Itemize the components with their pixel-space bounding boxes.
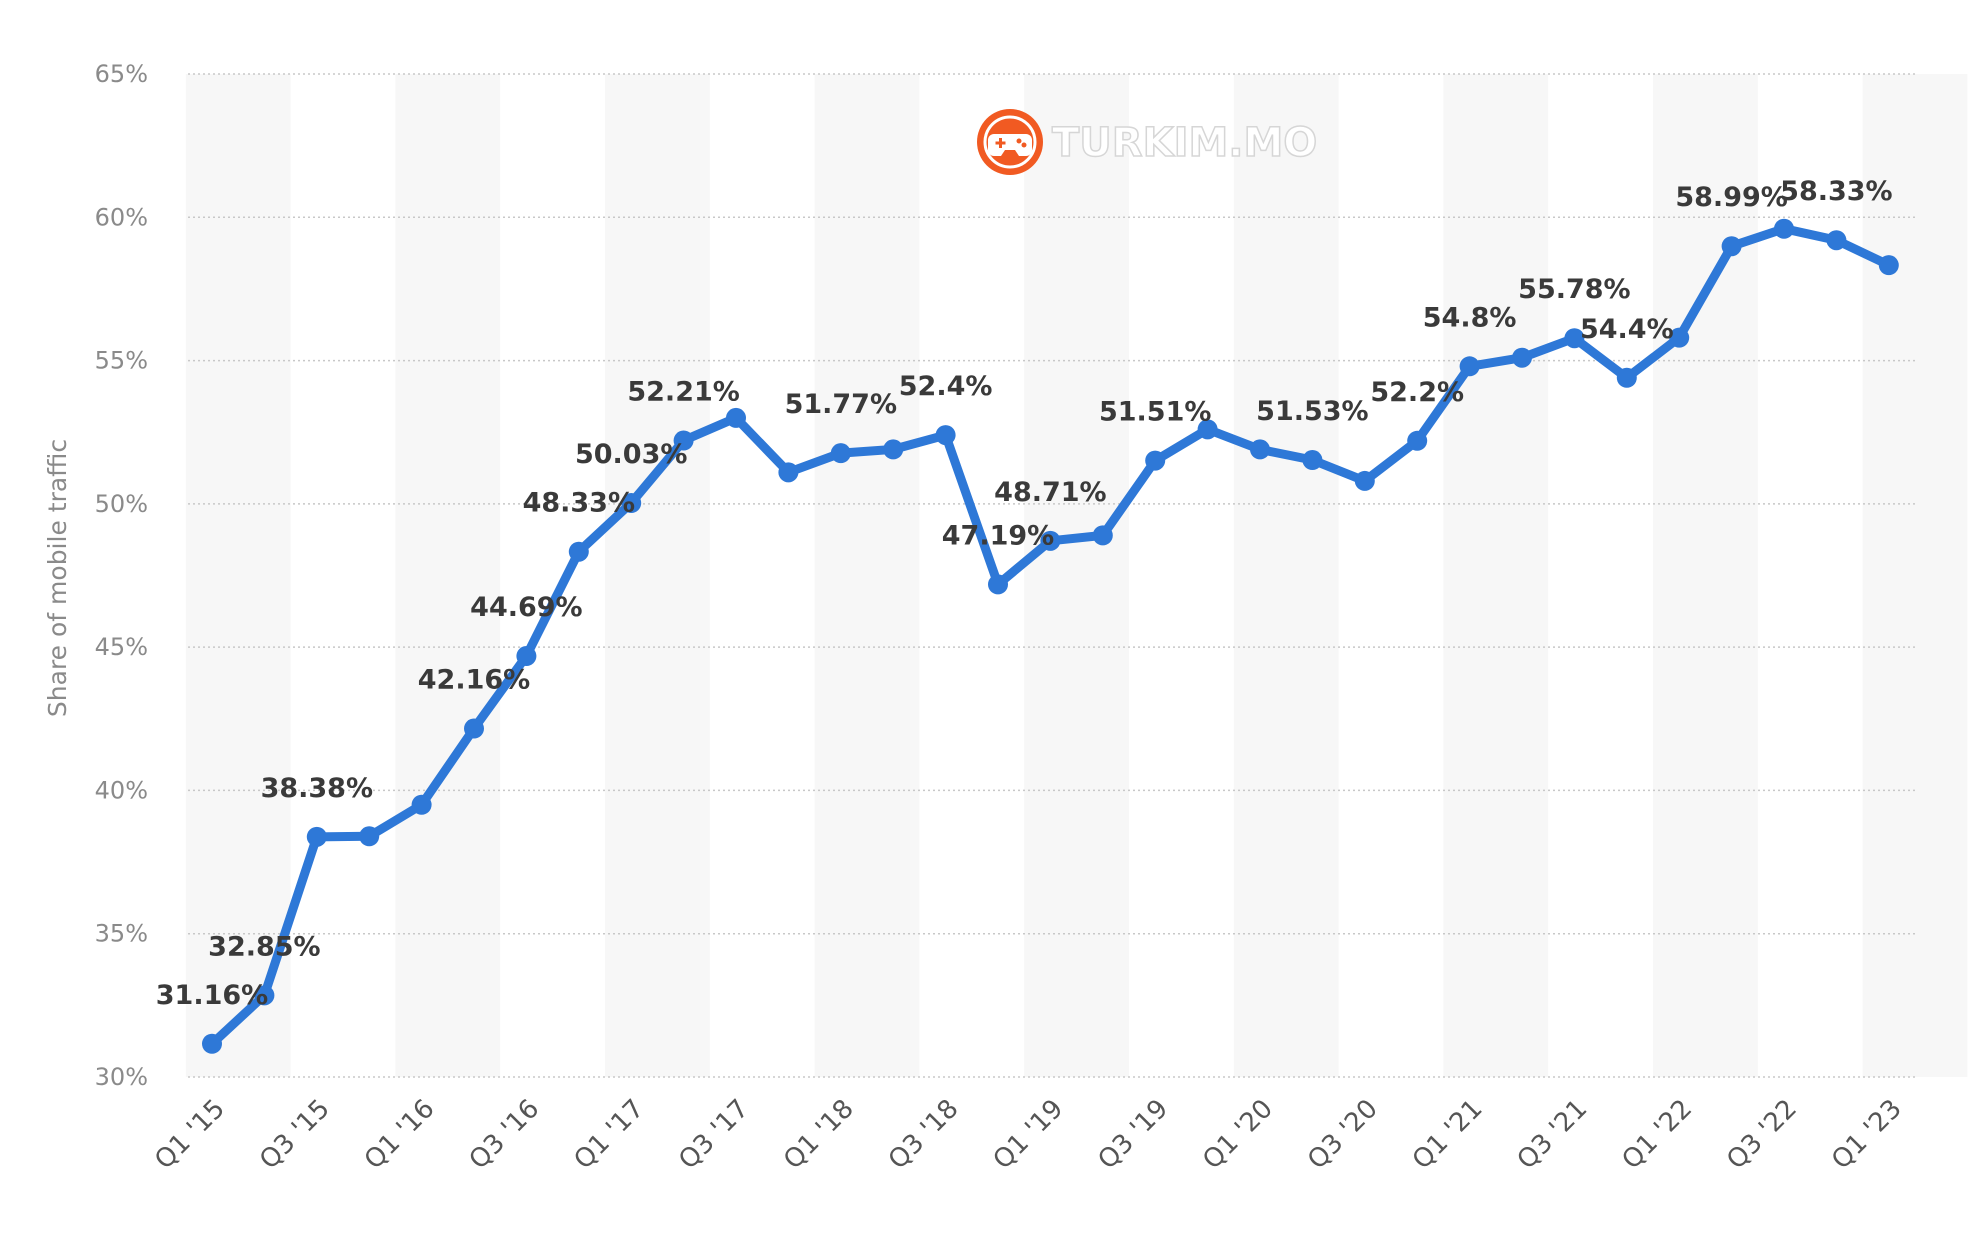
data-point bbox=[1407, 430, 1428, 451]
data-point bbox=[568, 541, 589, 562]
x-tick-label: Q1 '23 bbox=[1826, 1094, 1908, 1176]
data-label: 44.69% bbox=[470, 592, 582, 623]
data-label: 51.53% bbox=[1256, 396, 1368, 427]
data-point bbox=[883, 439, 904, 460]
data-label: 48.33% bbox=[523, 488, 635, 519]
data-point bbox=[830, 443, 851, 464]
x-tick-label: Q3 '16 bbox=[464, 1094, 546, 1176]
background-band bbox=[1862, 74, 1968, 1077]
data-point bbox=[1564, 328, 1585, 349]
x-tick-label: Q3 '15 bbox=[254, 1094, 336, 1176]
y-tick-label: 45% bbox=[95, 633, 148, 661]
data-point bbox=[621, 492, 642, 513]
watermark-text: TURKIM.MO bbox=[1052, 120, 1317, 166]
data-label: 31.16% bbox=[156, 980, 268, 1011]
background-band bbox=[814, 74, 920, 1077]
data-label: 52.4% bbox=[899, 371, 993, 402]
data-point bbox=[778, 462, 799, 483]
data-label: 52.2% bbox=[1370, 377, 1464, 408]
y-tick-label: 50% bbox=[95, 490, 148, 518]
x-tick-label: Q1 '21 bbox=[1407, 1094, 1489, 1176]
data-point bbox=[1878, 255, 1899, 276]
data-point bbox=[1616, 367, 1637, 388]
y-axis-ticks: 30% 35% 40% 45% 50% 55% 60% 65% bbox=[95, 60, 148, 1091]
x-tick-label: Q3 '21 bbox=[1512, 1094, 1594, 1176]
data-label: 51.51% bbox=[1099, 397, 1211, 428]
y-tick-label: 35% bbox=[95, 920, 148, 948]
y-tick-label: 40% bbox=[95, 776, 148, 804]
background-band bbox=[185, 74, 291, 1077]
data-point bbox=[1354, 470, 1375, 491]
background-band bbox=[1653, 74, 1758, 1077]
data-point bbox=[1826, 230, 1847, 251]
x-tick-label: Q3 '22 bbox=[1721, 1094, 1803, 1176]
data-point bbox=[1302, 450, 1323, 471]
x-axis-ticks: Q1 '15 Q3 '15 Q1 '16 Q3 '16 Q1 '17 Q3 '17 Q1 '… bbox=[149, 1094, 1907, 1176]
data-point bbox=[673, 430, 694, 451]
data-point bbox=[1250, 439, 1270, 460]
data-label: 42.16% bbox=[418, 665, 530, 696]
data-point bbox=[359, 826, 380, 847]
background-band bbox=[1233, 74, 1339, 1077]
data-point bbox=[1512, 347, 1532, 368]
data-label: 51.77% bbox=[785, 389, 897, 420]
background-band bbox=[1024, 74, 1129, 1077]
data-label: 52.21% bbox=[627, 377, 739, 408]
data-label: 47.19% bbox=[942, 520, 1054, 551]
watermark: TURKIM.MO bbox=[977, 109, 1318, 175]
x-tick-label: Q3 '19 bbox=[1092, 1094, 1174, 1176]
y-tick-label: 65% bbox=[95, 60, 148, 88]
y-tick-label: 60% bbox=[95, 203, 148, 231]
data-point bbox=[1197, 419, 1218, 440]
data-label: 48.71% bbox=[994, 477, 1106, 508]
x-tick-label: Q3 '20 bbox=[1302, 1094, 1384, 1176]
data-point bbox=[1721, 236, 1742, 257]
gamepad-icon bbox=[977, 109, 1043, 175]
x-tick-label: Q3 '18 bbox=[883, 1094, 965, 1176]
data-point bbox=[1092, 525, 1113, 546]
data-point bbox=[464, 718, 484, 739]
data-label: 55.78% bbox=[1518, 274, 1630, 305]
data-point bbox=[935, 425, 956, 446]
y-axis-label: Share of mobile traffic bbox=[43, 439, 72, 717]
background-band bbox=[605, 74, 710, 1077]
data-points bbox=[202, 218, 1899, 1054]
data-point bbox=[516, 646, 537, 667]
data-label: 50.03% bbox=[575, 439, 687, 470]
data-point bbox=[1774, 218, 1794, 239]
data-labels: 31.16% 32.85% 38.38% 42.16% 44.69% 48.33% 50.0… bbox=[156, 176, 1893, 1011]
data-label: 32.85% bbox=[208, 931, 320, 962]
data-point bbox=[1459, 356, 1480, 377]
data-point bbox=[1040, 530, 1061, 551]
x-tick-label: Q1 '22 bbox=[1616, 1094, 1698, 1176]
x-tick-label: Q1 '16 bbox=[359, 1094, 441, 1176]
data-point bbox=[1669, 327, 1690, 348]
data-label: 54.8% bbox=[1423, 302, 1517, 333]
data-label: 58.99% bbox=[1675, 182, 1787, 213]
data-label: 38.38% bbox=[261, 773, 373, 804]
data-point bbox=[202, 1033, 222, 1054]
data-point bbox=[726, 407, 746, 428]
data-point bbox=[1145, 450, 1166, 471]
y-tick-label: 55% bbox=[95, 347, 148, 375]
x-tick-label: Q1 '17 bbox=[568, 1094, 650, 1176]
y-tick-label: 30% bbox=[95, 1063, 148, 1091]
background-band bbox=[395, 74, 501, 1077]
data-point bbox=[411, 794, 432, 815]
data-point bbox=[988, 574, 1008, 595]
data-label: 58.33% bbox=[1780, 176, 1892, 207]
x-tick-label: Q1 '15 bbox=[149, 1094, 231, 1176]
x-tick-label: Q3 '17 bbox=[673, 1094, 755, 1176]
background-band bbox=[1443, 74, 1549, 1077]
x-tick-label: Q1 '19 bbox=[988, 1094, 1070, 1176]
data-label: 54.4% bbox=[1580, 314, 1674, 345]
x-tick-label: Q1 '20 bbox=[1197, 1094, 1279, 1176]
x-tick-label: Q1 '18 bbox=[778, 1094, 860, 1176]
data-point bbox=[306, 826, 327, 847]
background-bands bbox=[185, 74, 1968, 1077]
data-point bbox=[254, 985, 275, 1006]
